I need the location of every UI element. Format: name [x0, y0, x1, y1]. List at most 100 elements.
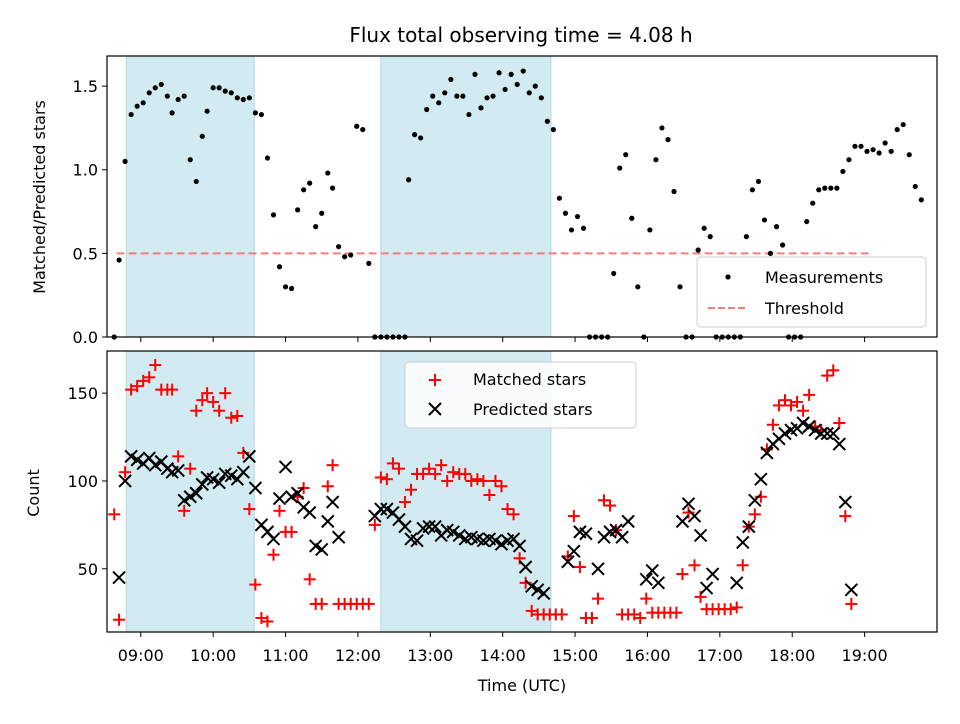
matched-star-point	[213, 404, 226, 417]
measurement-point	[502, 86, 508, 93]
measurement-point	[319, 210, 325, 216]
predicted-star-point	[675, 514, 690, 529]
predicted-star-point	[621, 514, 635, 529]
matched-star-point	[592, 592, 605, 605]
matched-star-point	[392, 462, 405, 475]
measurement-point	[804, 218, 810, 225]
measurement-point	[822, 185, 828, 191]
measurement-point	[252, 110, 258, 116]
predicted-star-point	[530, 583, 545, 597]
top-y-axis-label: Matched/Predicted stars	[30, 100, 49, 294]
measurement-point	[828, 185, 834, 191]
measurement-point	[128, 111, 134, 118]
measurement-point	[918, 197, 924, 203]
measurement-point	[876, 150, 882, 156]
measurement-point	[424, 106, 430, 113]
predicted-star-point	[177, 493, 191, 507]
measurement-point	[152, 85, 158, 91]
bottom-axes-frame	[106, 350, 938, 633]
predicted-star-point	[826, 426, 840, 441]
legend-marker-predicted	[428, 402, 442, 416]
measurement-point	[348, 252, 354, 258]
measurement-point	[755, 178, 762, 185]
matched-star-point	[519, 576, 532, 589]
measurement-point	[882, 140, 888, 146]
predicted-star-point	[808, 423, 822, 437]
measurement-point	[852, 143, 858, 149]
matched-star-point	[429, 467, 442, 480]
matched-star-point	[255, 611, 268, 624]
measurement-point	[834, 185, 840, 191]
matched-star-point	[724, 603, 737, 616]
matched-star-point	[477, 474, 490, 487]
measurement-point	[611, 270, 617, 277]
measurement-point	[288, 285, 295, 292]
legend-label-matched: Matched stars	[473, 370, 586, 389]
predicted-star-point	[206, 472, 220, 486]
predicted-star-point	[796, 416, 810, 430]
predicted-star-point	[124, 449, 138, 464]
predicted-star-point	[687, 509, 702, 523]
matched-star-point	[459, 467, 472, 480]
matched-star-point	[507, 508, 520, 521]
measurement-point	[405, 177, 412, 183]
x-axis-label: Time (UTC)	[477, 676, 566, 695]
observing-window-1	[125, 55, 255, 338]
measurement-point	[743, 234, 749, 240]
observing-window-2	[380, 55, 552, 338]
predicted-star-point	[524, 579, 539, 594]
matched-star-point	[670, 606, 683, 619]
matched-star-point	[149, 359, 162, 372]
measurement-point	[580, 225, 587, 231]
measurement-point	[282, 284, 289, 290]
matched-star-point	[368, 518, 381, 531]
measurement-point	[520, 68, 526, 74]
measurement-point	[187, 157, 193, 163]
x-tick-label: 19:00	[842, 646, 888, 665]
top-legend: Measurements Threshold	[696, 256, 927, 328]
measurement-point	[472, 71, 478, 77]
matched-star-point	[839, 510, 852, 523]
predicted-star-point	[248, 481, 263, 495]
x-tick-label: 16:00	[624, 646, 670, 665]
predicted-star-point	[284, 490, 299, 504]
matched-star-point	[273, 504, 286, 517]
measurement-point	[158, 81, 164, 88]
measurement-point	[140, 100, 146, 106]
measurement-point	[210, 85, 216, 91]
matched-star-point	[754, 490, 767, 503]
predicted-star-point	[760, 446, 774, 460]
measurement-point	[496, 70, 502, 76]
bottom-legend: Matched stars Predicted stars	[404, 361, 637, 429]
matched-star-point	[143, 371, 156, 384]
measurement-point	[301, 187, 307, 193]
matched-star-point	[243, 503, 256, 516]
legend-label-predicted: Predicted stars	[473, 400, 593, 419]
measurement-point	[894, 126, 900, 133]
measurement-point	[360, 126, 366, 133]
measurement-point	[846, 157, 852, 163]
measurement-point	[442, 90, 448, 96]
predicted-star-point	[518, 560, 533, 574]
measurement-point	[647, 227, 653, 233]
matched-star-point	[471, 473, 484, 486]
measurement-point	[313, 224, 319, 230]
matched-star-point	[730, 601, 743, 614]
matched-star-point	[405, 483, 418, 496]
predicted-star-point	[778, 426, 792, 441]
matched-star-point	[125, 383, 138, 396]
measurement-point	[454, 93, 460, 99]
measurement-point	[354, 123, 360, 129]
x-tick-label: 10:00	[190, 646, 236, 665]
measurement-point	[767, 250, 774, 256]
matched-star-point	[791, 395, 804, 408]
matched-star-point	[267, 548, 280, 561]
measurement-point	[116, 257, 122, 263]
predicted-star-point	[820, 426, 834, 441]
measurement-point	[478, 105, 484, 111]
predicted-star-point	[118, 474, 132, 488]
matched-star-point	[736, 559, 749, 572]
measurement-point	[695, 247, 701, 253]
predicted-star-point	[651, 576, 666, 590]
matched-star-point	[827, 364, 840, 377]
